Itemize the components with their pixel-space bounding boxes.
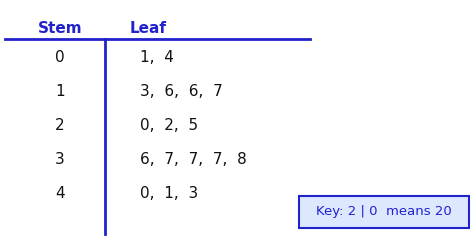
Text: 6,  7,  7,  7,  8: 6, 7, 7, 7, 8	[140, 152, 247, 167]
Text: Stem: Stem	[38, 21, 82, 36]
Text: 1: 1	[55, 83, 65, 98]
FancyBboxPatch shape	[299, 196, 469, 228]
Text: 3: 3	[55, 152, 65, 167]
Text: 0: 0	[55, 49, 65, 65]
Text: Key: 2 | 0  means 20: Key: 2 | 0 means 20	[316, 206, 452, 218]
Text: 3,  6,  6,  7: 3, 6, 6, 7	[140, 83, 223, 98]
Text: 2: 2	[55, 118, 65, 132]
Text: 0,  1,  3: 0, 1, 3	[140, 185, 198, 201]
Text: 4: 4	[55, 185, 65, 201]
Text: 1,  4: 1, 4	[140, 49, 174, 65]
Text: 0,  2,  5: 0, 2, 5	[140, 118, 198, 132]
Text: Leaf: Leaf	[130, 21, 167, 36]
